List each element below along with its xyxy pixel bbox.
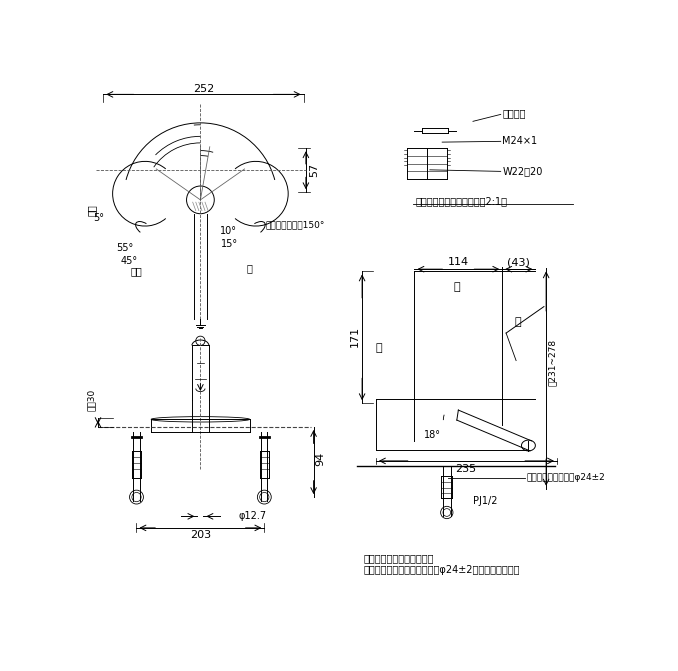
Text: PJ1/2: PJ1/2 <box>473 496 498 506</box>
Text: 10°: 10° <box>220 226 237 236</box>
Text: 252: 252 <box>193 84 214 94</box>
Text: 114: 114 <box>447 257 469 267</box>
Text: ・（　）内は、参考寸法。: ・（ ）内は、参考寸法。 <box>363 553 434 563</box>
Text: 5°: 5° <box>94 213 104 223</box>
Text: 55°: 55° <box>117 244 134 254</box>
Text: 高231~278: 高231~278 <box>548 339 557 386</box>
Text: 94: 94 <box>315 452 325 466</box>
Text: ・カウンター穴あけ寸法は、φ24±2で行って下さい。: ・カウンター穴あけ寸法は、φ24±2で行って下さい。 <box>363 565 520 575</box>
Text: パッキン: パッキン <box>502 109 525 119</box>
Text: 吐水口回転範囲150°: 吐水口回転範囲150° <box>265 221 325 229</box>
Text: 開: 開 <box>454 282 460 292</box>
Text: 45°: 45° <box>121 256 138 266</box>
Text: (43): (43) <box>507 257 530 267</box>
Text: W22山20: W22山20 <box>502 166 542 176</box>
Text: 235: 235 <box>456 464 477 474</box>
Text: 最大30: 最大30 <box>87 389 96 411</box>
Text: 水: 水 <box>247 264 253 273</box>
Text: オスネジ変換アダプター（2:1）: オスネジ変換アダプター（2:1） <box>415 197 507 207</box>
Text: 18°: 18° <box>424 429 441 440</box>
Text: 171: 171 <box>350 326 360 348</box>
Text: 開: 開 <box>515 317 521 327</box>
Text: 温湯: 温湯 <box>87 204 97 216</box>
Text: 57: 57 <box>309 163 319 177</box>
Text: φ12.7: φ12.7 <box>239 511 267 521</box>
Text: M24×1: M24×1 <box>502 136 538 146</box>
Text: カウンター取付穴径φ24±2: カウンター取付穴径φ24±2 <box>527 473 605 482</box>
Text: 203: 203 <box>190 530 211 540</box>
Text: 混合: 混合 <box>131 266 142 276</box>
Text: 15°: 15° <box>221 239 238 249</box>
Text: 閉: 閉 <box>376 344 382 354</box>
